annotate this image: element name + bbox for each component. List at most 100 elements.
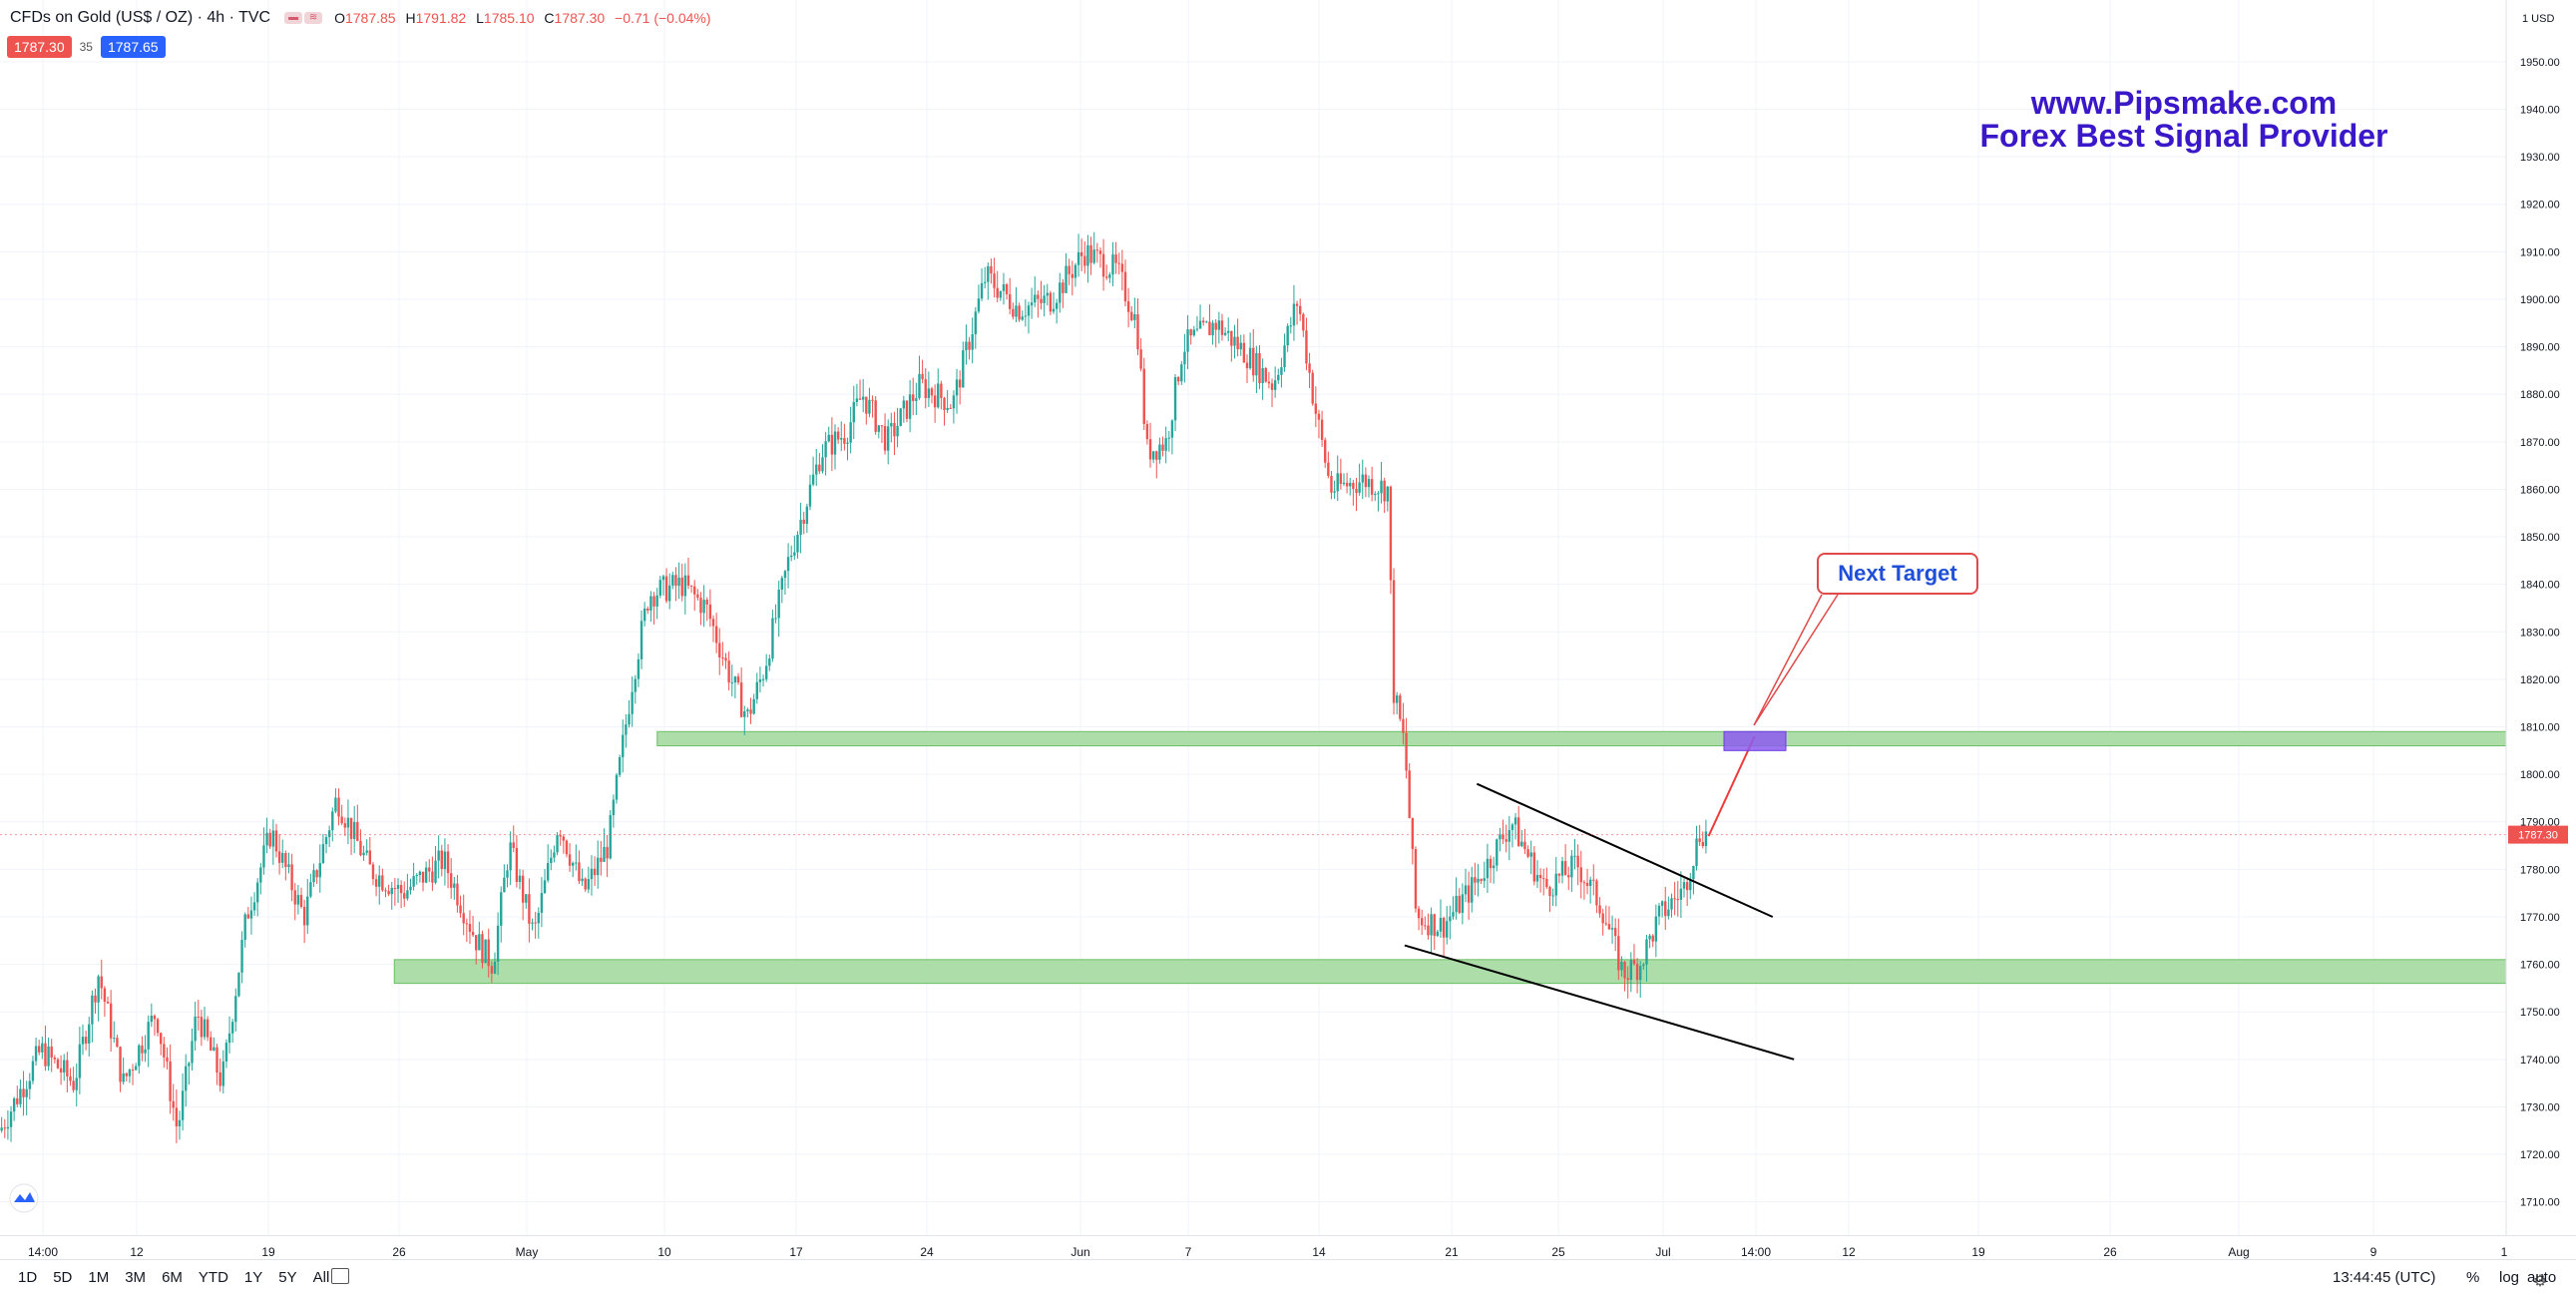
auto-toggle[interactable]: auto — [2527, 1269, 2557, 1286]
range-ytd[interactable]: YTD — [198, 1269, 228, 1286]
range-1d[interactable]: 1D — [18, 1269, 38, 1286]
candle-body — [686, 575, 690, 586]
sell-button[interactable]: 1787.30 — [7, 36, 72, 58]
range-1m[interactable]: 1M — [88, 1269, 110, 1286]
buy-button[interactable]: 1787.65 — [100, 36, 166, 58]
candle-body — [1233, 336, 1236, 346]
candle-body — [359, 840, 362, 856]
range-3m[interactable]: 3M — [125, 1269, 147, 1286]
candle-body — [175, 1107, 179, 1126]
open-label: O — [334, 10, 345, 26]
candle-body — [518, 875, 522, 882]
candle-body — [131, 1070, 135, 1072]
candle-body — [1120, 263, 1124, 272]
settings-toggle-icon[interactable]: ≋ — [304, 12, 323, 24]
candle-body — [721, 657, 724, 659]
candle-body — [1399, 695, 1402, 719]
candle-body — [1685, 882, 1689, 891]
log-toggle[interactable]: log — [2499, 1269, 2520, 1286]
candle-body — [543, 880, 547, 894]
goto-date-icon[interactable] — [331, 1268, 349, 1284]
candle-body — [437, 850, 440, 861]
price-axis[interactable]: 1950.00 1940.00 1930.00 1920.00 1910.00 1900.… — [2505, 0, 2568, 1290]
candle-body — [1698, 838, 1701, 842]
candle-body — [915, 398, 918, 401]
candle-body — [59, 1068, 63, 1073]
range-5y[interactable]: 5Y — [278, 1269, 297, 1286]
candle-body — [908, 394, 912, 419]
candle-body — [362, 852, 365, 856]
range-1y[interactable]: 1Y — [243, 1269, 263, 1286]
candle-body — [883, 426, 887, 451]
callout-box — [1817, 553, 1978, 595]
candle-body — [384, 890, 387, 892]
candle-body — [1676, 899, 1679, 901]
candle-body — [1201, 320, 1205, 323]
range-6m[interactable]: 6M — [162, 1269, 183, 1286]
candle-body — [1588, 879, 1592, 887]
candle-body — [924, 379, 927, 399]
candle-body — [886, 426, 890, 451]
candle-body — [1523, 841, 1526, 850]
candle-body — [637, 658, 641, 679]
candle-body — [1267, 381, 1271, 384]
time-axis[interactable]: 14:00 12 19 26 May 10 17 24 Jun 7 14 21 25 Jul 14:00 12… — [28, 1245, 2508, 1259]
candle-body — [999, 290, 1003, 298]
candle-body — [256, 882, 259, 903]
candle-body — [324, 837, 328, 845]
candle-body — [1483, 878, 1486, 881]
candle-body — [1405, 732, 1408, 771]
candle-body — [1670, 898, 1673, 910]
candle-body — [771, 618, 774, 659]
settings-gear-icon[interactable]: ⚙ — [2533, 1271, 2547, 1290]
candle-body — [1673, 898, 1676, 900]
time-tick-label: 21 — [1445, 1245, 1459, 1259]
candle-body — [431, 871, 434, 883]
next-target-label: Next Target — [1838, 561, 1957, 586]
candle-body — [927, 388, 931, 399]
candle-body — [63, 1060, 66, 1073]
candle-body — [147, 1022, 150, 1050]
candle-body — [905, 400, 909, 419]
candle-body — [640, 621, 644, 659]
range-5d[interactable]: 5D — [53, 1269, 73, 1286]
candle-body — [134, 1066, 138, 1071]
percent-toggle[interactable]: % — [2466, 1269, 2480, 1286]
candle-body — [664, 576, 668, 602]
time-tick-label: 14:00 — [28, 1245, 58, 1259]
range-all[interactable]: All — [312, 1269, 330, 1286]
candle-body — [1076, 251, 1080, 265]
candle-body — [443, 851, 447, 870]
candle-body — [780, 578, 784, 590]
candle-body — [446, 851, 450, 874]
candle-body — [106, 1002, 110, 1004]
candle-body — [440, 850, 443, 870]
candle-body — [968, 341, 971, 350]
clock-time[interactable]: 13:44:45 (UTC) — [2333, 1269, 2436, 1286]
candle-body — [1349, 482, 1352, 487]
candle-body — [191, 1041, 194, 1064]
symbol-title[interactable]: CFDs on Gold (US$ / OZ) · 4h · TVC — [10, 9, 271, 26]
candle-body — [1101, 253, 1105, 277]
price-tick-label: 1860.00 — [2520, 484, 2560, 496]
candle-body — [403, 893, 406, 899]
visibility-toggle-icon[interactable]: ▬ — [284, 12, 303, 24]
candle-body — [1151, 451, 1155, 460]
candle-body — [1198, 320, 1202, 329]
candle-body — [768, 658, 771, 666]
open-value: 1787.85 — [344, 10, 396, 26]
candle-body — [1065, 265, 1068, 293]
candle-body — [1046, 292, 1049, 296]
candle-body — [203, 1019, 207, 1038]
candle-body — [1361, 474, 1364, 483]
candle-body — [1264, 368, 1267, 382]
candle-body — [25, 1088, 28, 1097]
candle-body — [808, 484, 812, 507]
time-tick-label: 19 — [1971, 1245, 1985, 1259]
time-tick-label: 1 — [2501, 1245, 2508, 1259]
candle-body — [302, 906, 306, 926]
candle-body — [1258, 352, 1261, 384]
candle-body — [1499, 834, 1502, 840]
candle-body — [1607, 924, 1611, 930]
